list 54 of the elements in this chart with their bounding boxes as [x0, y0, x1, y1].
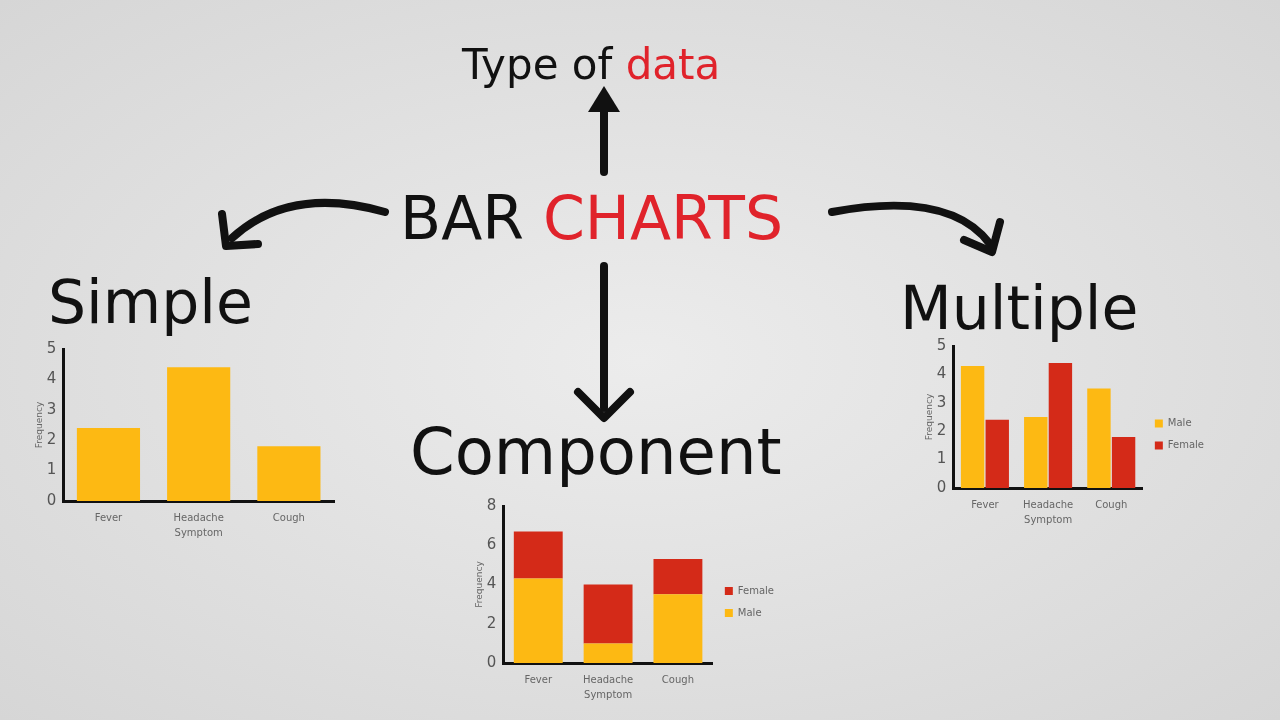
x-tick-label: Cough [272, 511, 305, 523]
y-tick-label: 0 [46, 490, 57, 509]
y-tick-label: 4 [936, 364, 947, 383]
y-tick-label: 1 [936, 449, 947, 468]
y-tick-label: 8 [486, 495, 497, 514]
y-axis-title: Frequency [923, 393, 934, 441]
x-tick-label: Headache [582, 673, 634, 685]
y-axis-title: Frequency [33, 401, 44, 449]
legend-label: Female [737, 584, 775, 596]
y-tick-label: 2 [46, 430, 57, 449]
x-tick-label: Fever [94, 511, 124, 523]
legend-label: Male [737, 606, 762, 618]
text: Type of data [462, 40, 721, 89]
bar [1024, 417, 1048, 488]
x-tick-label: Fever [971, 498, 1000, 510]
bar [1087, 388, 1111, 488]
y-tick-label: 4 [46, 369, 57, 388]
bar [1048, 363, 1073, 488]
bar [167, 367, 231, 501]
chart-title: Component [410, 415, 782, 489]
y-tick-label: 5 [46, 338, 57, 357]
bar [257, 446, 321, 501]
bar [653, 594, 703, 663]
y-tick-label: 4 [486, 574, 497, 593]
legend-label: Female [1167, 439, 1205, 451]
bar [1111, 436, 1136, 488]
y-tick-label: 2 [486, 613, 497, 632]
x-tick-label: Fever [524, 673, 553, 685]
bar [583, 643, 633, 663]
y-tick-label: 0 [936, 477, 947, 496]
legend-label: Male [1167, 417, 1192, 429]
y-axis-title: Frequency [473, 560, 484, 608]
x-axis-title: Symptom [584, 688, 633, 700]
bar [960, 365, 985, 488]
y-tick-label: 6 [486, 535, 497, 554]
chart-title: Simple [48, 267, 253, 337]
text: BAR CHARTS [400, 183, 784, 253]
x-tick-label: Headache [1022, 498, 1074, 510]
y-tick-label: 3 [46, 399, 57, 418]
x-tick-label: Cough [661, 673, 694, 685]
bar [583, 584, 633, 644]
bar [513, 578, 563, 663]
x-axis-title: Symptom [1024, 513, 1073, 525]
x-axis-title: Symptom [174, 526, 223, 538]
bar [653, 558, 703, 595]
y-tick-label: 1 [46, 460, 57, 479]
bar [985, 419, 1009, 488]
y-tick-label: 3 [936, 392, 947, 411]
bar [513, 531, 563, 579]
y-tick-label: 2 [936, 421, 947, 440]
bar [76, 428, 141, 501]
x-tick-label: Headache [173, 511, 224, 523]
y-tick-label: 0 [486, 652, 497, 671]
x-tick-label: Cough [1095, 498, 1128, 510]
